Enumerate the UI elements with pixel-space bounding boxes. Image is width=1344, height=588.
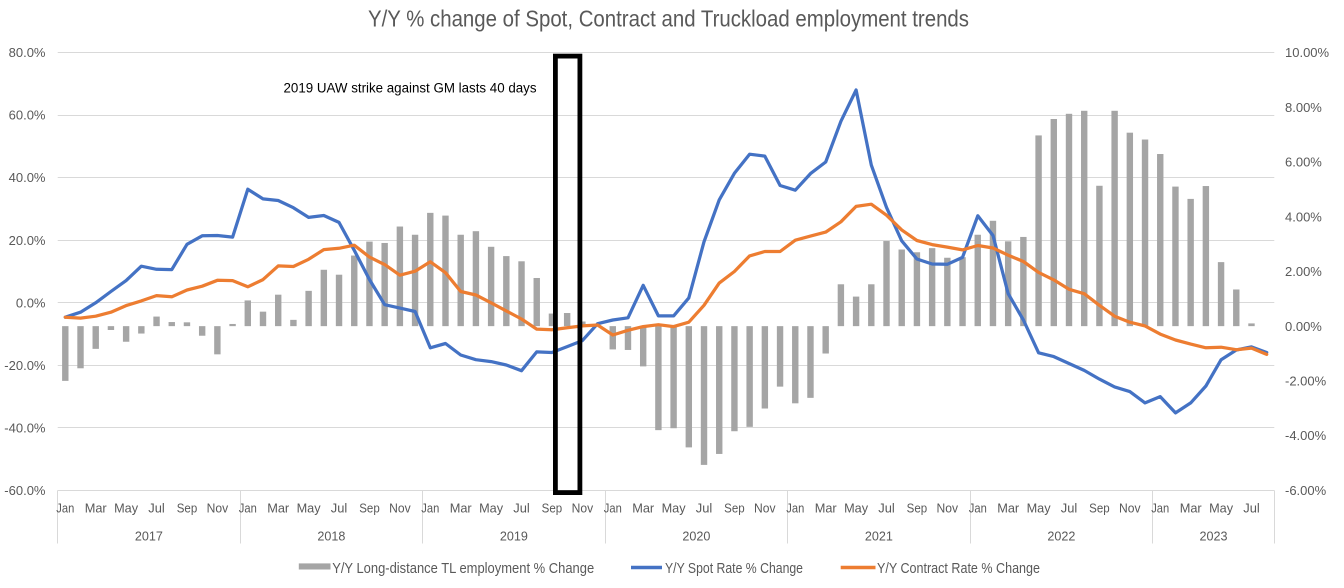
svg-text:May: May <box>297 501 321 516</box>
svg-text:0.00%: 0.00% <box>1285 319 1322 334</box>
svg-text:Mar: Mar <box>267 501 290 516</box>
svg-text:Jan: Jan <box>56 501 74 516</box>
svg-text:2019 UAW strike against GM las: 2019 UAW strike against GM lasts 40 days <box>284 81 537 96</box>
svg-text:Jul: Jul <box>1061 501 1078 516</box>
svg-text:2.00%: 2.00% <box>1285 264 1322 279</box>
svg-text:8.00%: 8.00% <box>1285 100 1322 115</box>
svg-text:40.0%: 40.0% <box>9 170 46 185</box>
svg-text:Nov: Nov <box>937 501 959 516</box>
svg-text:May: May <box>114 501 138 516</box>
svg-text:Jul: Jul <box>513 501 530 516</box>
svg-text:2020: 2020 <box>682 529 710 544</box>
svg-text:-20.0%: -20.0% <box>4 358 46 373</box>
svg-text:Jan: Jan <box>421 501 439 516</box>
svg-text:60.0%: 60.0% <box>9 108 46 123</box>
svg-text:May: May <box>844 501 868 516</box>
svg-text:Nov: Nov <box>389 501 411 516</box>
svg-text:Mar: Mar <box>997 501 1020 516</box>
svg-text:Sep: Sep <box>359 501 380 516</box>
svg-text:2018: 2018 <box>317 529 345 544</box>
svg-text:Nov: Nov <box>207 501 229 516</box>
svg-text:6.00%: 6.00% <box>1285 155 1322 170</box>
svg-text:May: May <box>662 501 686 516</box>
svg-text:Sep: Sep <box>177 501 198 516</box>
svg-text:Jan: Jan <box>604 501 622 516</box>
svg-text:Mar: Mar <box>815 501 838 516</box>
svg-text:Sep: Sep <box>907 501 928 516</box>
svg-text:Mar: Mar <box>632 501 655 516</box>
svg-text:Jan: Jan <box>969 501 987 516</box>
svg-text:Jan: Jan <box>239 501 257 516</box>
svg-text:Jan: Jan <box>786 501 804 516</box>
svg-text:May: May <box>479 501 503 516</box>
svg-text:4.00%: 4.00% <box>1285 209 1322 224</box>
svg-text:2022: 2022 <box>1047 529 1075 544</box>
svg-text:80.0%: 80.0% <box>9 45 46 60</box>
svg-text:Y/Y Long-distance TL employmen: Y/Y Long-distance TL employment % Change <box>332 560 594 577</box>
svg-text:Sep: Sep <box>724 501 745 516</box>
svg-text:Mar: Mar <box>1180 501 1203 516</box>
svg-text:Y/Y Spot Rate % Change: Y/Y Spot Rate % Change <box>665 560 803 577</box>
svg-text:-6.00%: -6.00% <box>1285 483 1327 498</box>
svg-text:0.0%: 0.0% <box>16 295 46 310</box>
svg-text:Nov: Nov <box>572 501 594 516</box>
svg-text:Nov: Nov <box>1119 501 1141 516</box>
svg-text:2021: 2021 <box>865 529 893 544</box>
svg-text:-4.00%: -4.00% <box>1285 428 1327 443</box>
svg-text:Jul: Jul <box>331 501 348 516</box>
svg-text:Mar: Mar <box>450 501 473 516</box>
svg-text:Y/Y % change of Spot, Contract: Y/Y % change of Spot, Contract and Truck… <box>368 6 969 32</box>
svg-text:May: May <box>1209 501 1233 516</box>
svg-text:Nov: Nov <box>754 501 776 516</box>
svg-text:Sep: Sep <box>542 501 563 516</box>
svg-text:Jul: Jul <box>1243 501 1260 516</box>
svg-text:2023: 2023 <box>1200 529 1228 544</box>
svg-text:-60.0%: -60.0% <box>4 483 46 498</box>
svg-text:Jul: Jul <box>878 501 895 516</box>
svg-text:10.00%: 10.00% <box>1285 45 1330 60</box>
svg-text:Mar: Mar <box>85 501 108 516</box>
svg-text:Jul: Jul <box>148 501 165 516</box>
svg-text:Jul: Jul <box>696 501 713 516</box>
svg-text:2019: 2019 <box>500 529 528 544</box>
svg-text:Y/Y Contract Rate % Change: Y/Y Contract Rate % Change <box>877 560 1040 577</box>
svg-text:-2.00%: -2.00% <box>1285 374 1327 389</box>
svg-text:Jan: Jan <box>1151 501 1169 516</box>
svg-text:Sep: Sep <box>1089 501 1110 516</box>
svg-text:20.0%: 20.0% <box>9 233 46 248</box>
svg-text:-40.0%: -40.0% <box>4 421 46 436</box>
svg-text:May: May <box>1027 501 1051 516</box>
svg-text:2017: 2017 <box>135 529 163 544</box>
